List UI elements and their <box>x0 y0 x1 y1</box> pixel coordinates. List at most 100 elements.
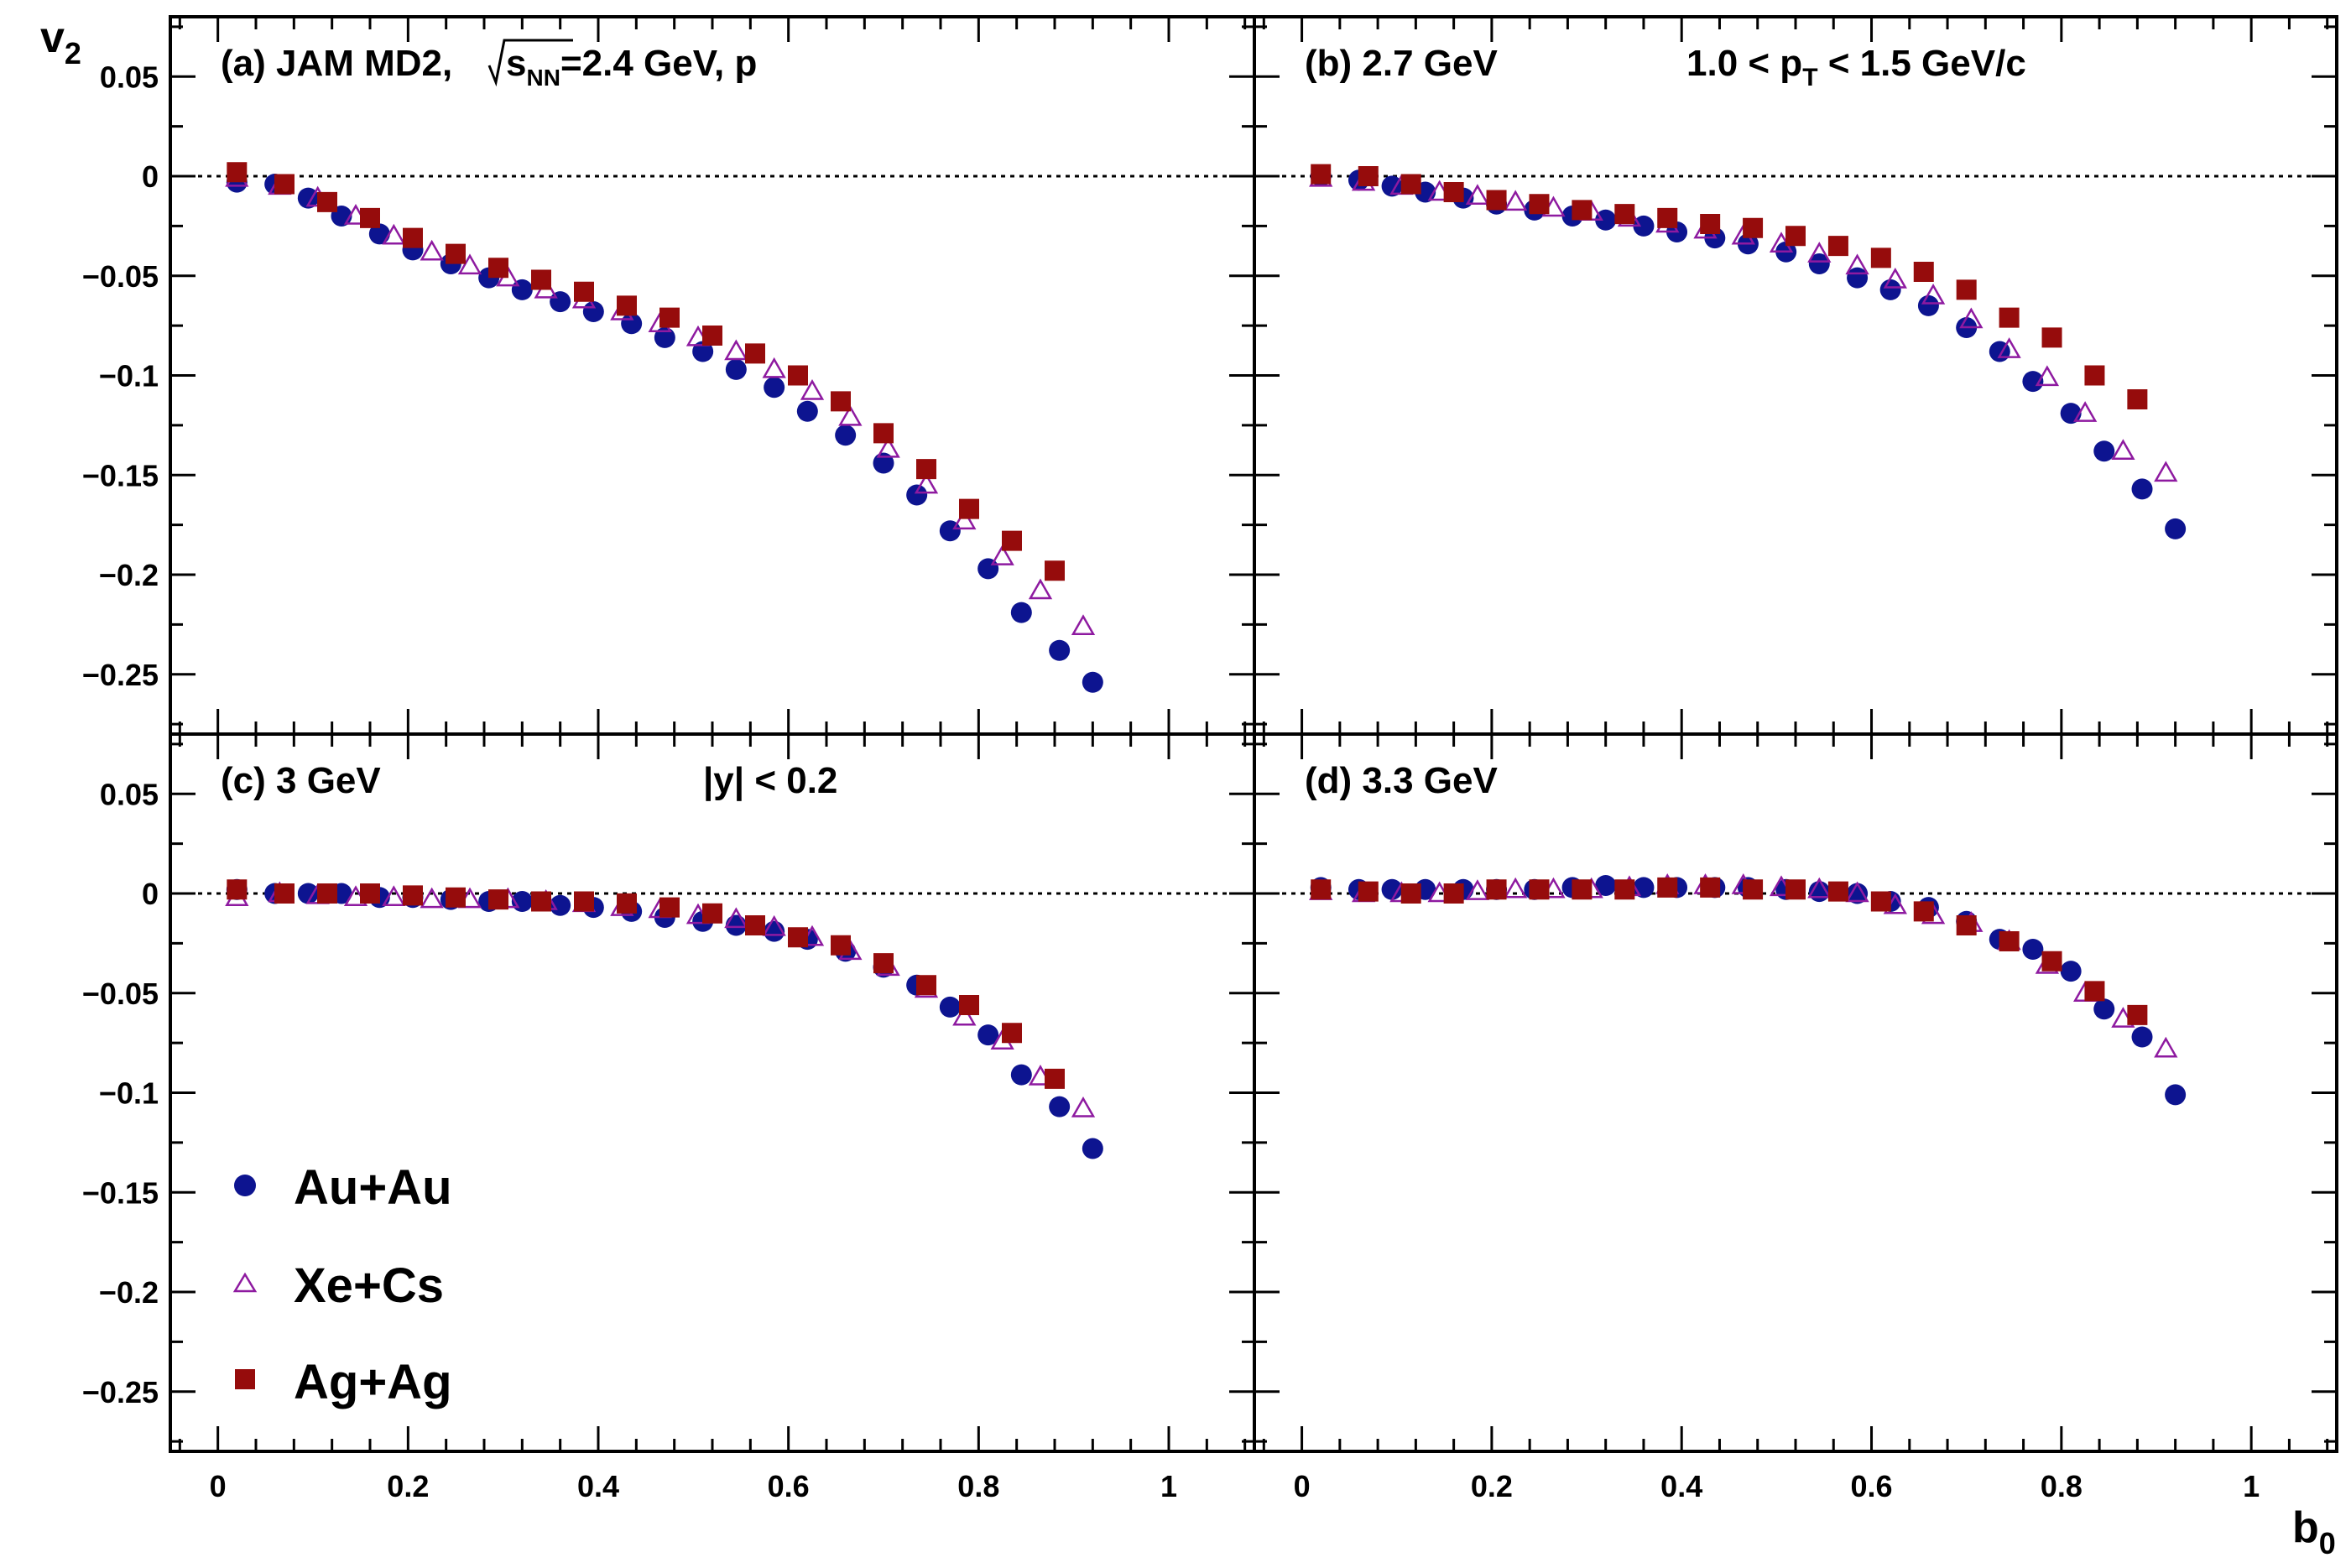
data-point <box>617 295 637 316</box>
data-point <box>1614 204 1635 225</box>
ticks <box>170 17 1254 734</box>
data-point <box>1082 1138 1103 1159</box>
data-point <box>659 897 680 918</box>
data-point <box>420 239 444 261</box>
data-point <box>876 436 900 458</box>
y-tick-label: 0 <box>142 159 159 194</box>
data-point <box>531 269 551 290</box>
data-point <box>1311 879 1332 900</box>
data-point <box>1999 307 2020 328</box>
data-point <box>1827 236 1848 257</box>
data-point <box>702 903 722 924</box>
data-point <box>403 227 423 248</box>
y-tick-label: −0.1 <box>99 1076 159 1111</box>
data-point <box>617 893 637 914</box>
data-point <box>724 907 748 929</box>
data-point <box>1743 217 1764 238</box>
data-point <box>531 891 551 912</box>
data-point <box>1358 881 1379 902</box>
data-point <box>725 358 747 380</box>
data-point <box>1381 878 1403 900</box>
data-point <box>274 883 295 904</box>
data-point <box>1595 875 1617 896</box>
data-point <box>1358 166 1379 186</box>
data-point <box>831 391 851 412</box>
data-point <box>1845 253 1869 275</box>
data-point <box>1504 877 1528 899</box>
data-point <box>2131 478 2153 500</box>
x-tick-label: 0.4 <box>577 1469 619 1503</box>
data-point <box>488 258 508 279</box>
data-point <box>1847 883 1869 904</box>
x-tick-label: 0.6 <box>1851 1469 1893 1503</box>
data-point <box>2093 998 2115 1020</box>
data-point <box>574 891 594 912</box>
data-point <box>1465 879 1490 900</box>
data-point <box>1870 247 1891 268</box>
data-point <box>725 914 747 936</box>
legend-label-xe-cs: Xe+Cs <box>294 1258 444 1313</box>
ticks <box>1254 734 2337 1451</box>
data-point <box>2035 365 2060 387</box>
data-point <box>2131 1026 2153 1048</box>
data-point <box>1808 253 1830 274</box>
data-point <box>762 357 786 378</box>
data-point <box>1999 931 2020 951</box>
data-point <box>1807 242 1832 263</box>
series-ag-ag <box>227 162 1065 581</box>
data-point <box>977 1024 999 1046</box>
panel-label: (a) JAM MD2, sNN=2.4 GeV, p <box>221 43 757 91</box>
data-point <box>659 307 680 328</box>
data-point <box>764 377 785 399</box>
y-tick-label: −0.25 <box>82 1375 159 1409</box>
panel-a: 0.05 0 −0.05 −0.1 −0.15 −0.2 −0.25 (a) JAM MD2,… <box>82 15 1256 736</box>
series-au-au <box>226 171 1103 693</box>
data-point <box>1657 207 1678 228</box>
x-tick-label: 0 <box>210 1469 227 1503</box>
y-tick-label: −0.1 <box>99 359 159 393</box>
x-tick-label: 0.6 <box>768 1469 810 1503</box>
data-point <box>2127 1004 2148 1025</box>
data-point <box>1002 530 1022 551</box>
data-point <box>692 341 714 362</box>
y-tick-label: −0.2 <box>99 1275 159 1310</box>
data-point <box>1381 175 1403 197</box>
data-point <box>1045 1068 1065 1089</box>
data-point <box>1311 164 1332 185</box>
data-point <box>959 995 979 1015</box>
series-ag-ag <box>1311 164 2148 409</box>
panel-c: 0.05 0 −0.05 −0.1 −0.15 −0.2 −0.25 0 0.2 0.4 0.6 0.… <box>82 732 1256 1503</box>
data-point <box>2041 327 2062 348</box>
panel-label: (b) 2.7 GeV <box>1305 43 1498 84</box>
data-point <box>1529 194 1550 215</box>
data-point <box>1807 877 1832 899</box>
x-tick-label: 0.8 <box>2041 1469 2083 1503</box>
data-point <box>1529 879 1550 900</box>
data-point <box>1028 578 1053 600</box>
data-point <box>1956 915 1977 935</box>
series-ag-ag <box>227 879 1065 1089</box>
data-point <box>1700 214 1721 234</box>
data-point <box>838 404 863 426</box>
data-point <box>2154 461 2178 482</box>
data-point <box>906 484 928 506</box>
sqrt-sign <box>487 39 573 87</box>
data-point <box>977 558 999 580</box>
y-tick-label: −0.2 <box>99 558 159 592</box>
y-tick-label: 0.05 <box>100 777 159 811</box>
data-point <box>446 243 466 264</box>
panel-label: (d) 3.3 GeV <box>1305 760 1498 801</box>
legend-marker-ag-ag <box>235 1369 255 1389</box>
data-point <box>745 915 765 935</box>
data-point <box>488 889 508 910</box>
data-point <box>1700 877 1721 898</box>
data-point <box>1486 190 1507 211</box>
data-point <box>835 425 857 446</box>
data-point <box>952 1004 977 1026</box>
data-point <box>2072 401 2098 422</box>
x-tick-label: 0.2 <box>1471 1469 1513 1503</box>
data-point <box>550 894 571 916</box>
data-point <box>959 498 979 519</box>
data-point <box>1504 190 1528 211</box>
